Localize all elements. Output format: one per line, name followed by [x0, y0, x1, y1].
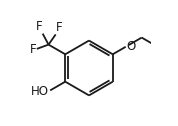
Text: F: F [56, 21, 63, 34]
Text: F: F [29, 43, 36, 56]
Text: O: O [126, 40, 136, 53]
Text: HO: HO [31, 85, 49, 98]
Text: F: F [35, 20, 42, 33]
